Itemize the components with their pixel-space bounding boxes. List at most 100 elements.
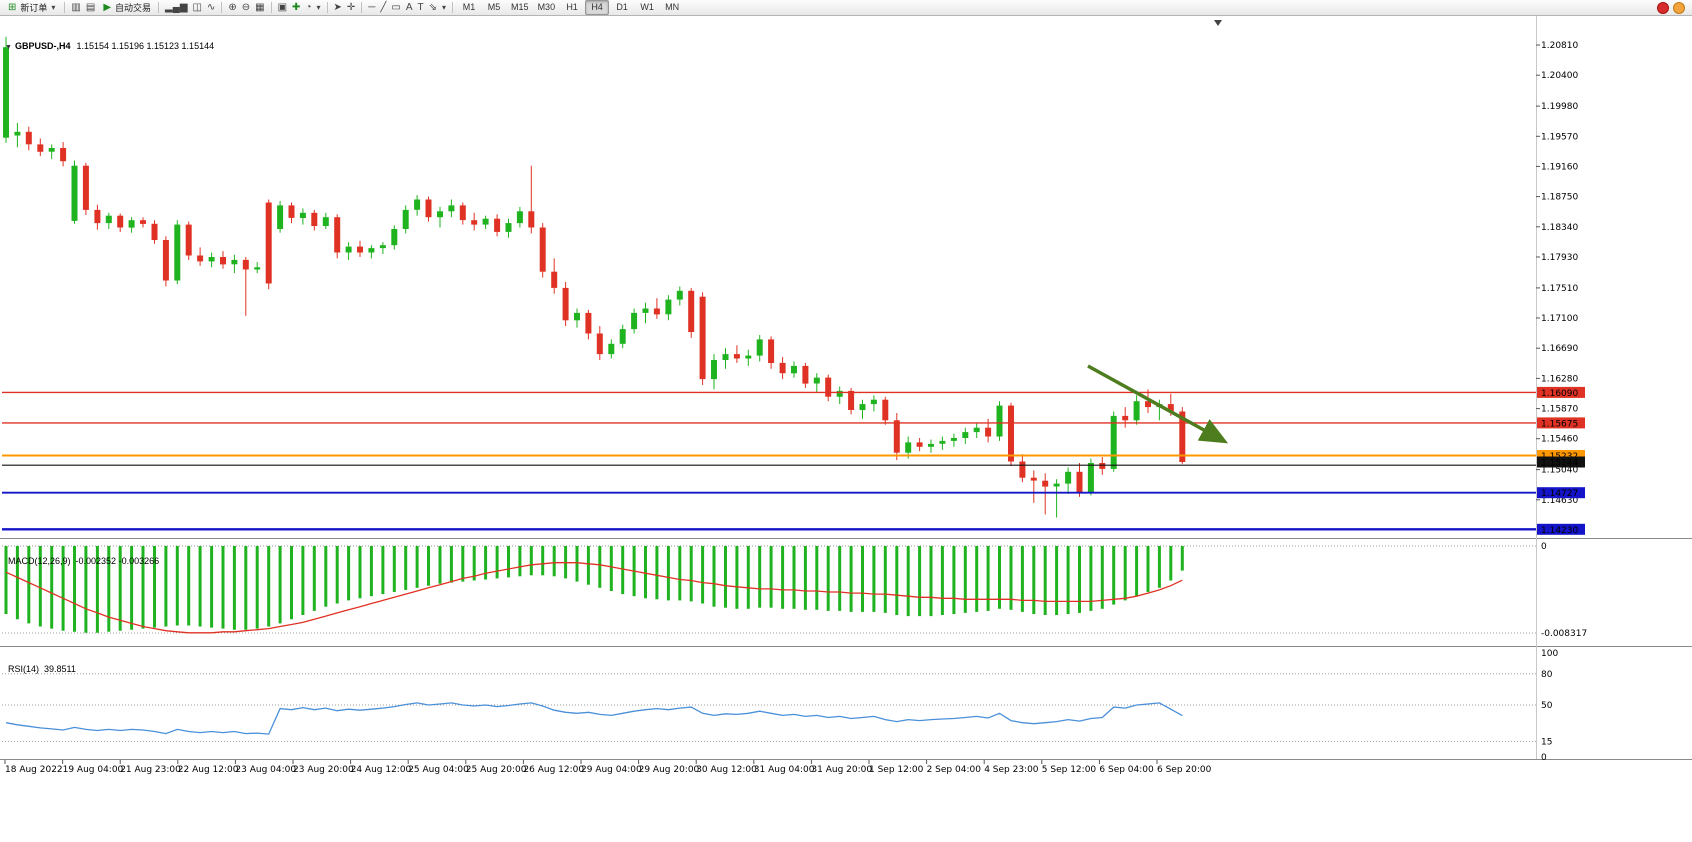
svg-text:30 Aug 12:00: 30 Aug 12:00: [696, 765, 757, 775]
svg-text:6 Sep 20:00: 6 Sep 20:00: [1157, 765, 1212, 775]
chart-shift-marker[interactable]: [1214, 20, 1222, 26]
svg-text:23 Aug 20:00: 23 Aug 20:00: [293, 765, 354, 775]
svg-text:24 Aug 12:00: 24 Aug 12:00: [351, 765, 412, 775]
svg-text:100: 100: [1541, 649, 1558, 659]
arrange-windows-icon[interactable]: ▣: [277, 1, 288, 13]
timeframe-mn-button[interactable]: MN: [665, 2, 680, 12]
toolbar-separator: [452, 2, 454, 13]
svg-text:5 Sep 12:00: 5 Sep 12:00: [1042, 765, 1097, 775]
arrows-tool-icon[interactable]: ⇘: [428, 1, 438, 13]
price-level-label: [1537, 386, 1585, 398]
toolbar-separator: [64, 2, 66, 13]
svg-text:1.20810: 1.20810: [1541, 41, 1578, 51]
timeframe-w1-button[interactable]: W1: [640, 2, 654, 12]
toolbar-separator: [270, 2, 272, 13]
price-level-label: [1537, 523, 1585, 535]
text-tool-icon[interactable]: A: [405, 1, 413, 13]
svg-text:31 Aug 04:00: 31 Aug 04:00: [754, 765, 815, 775]
toolbar-separator: [158, 2, 160, 13]
svg-text:1.17930: 1.17930: [1541, 253, 1578, 263]
rsi-layer: 100 80 50 15 0: [2, 649, 1558, 763]
svg-text:1 Sep 12:00: 1 Sep 12:00: [869, 765, 924, 775]
macd-signal-line: [5, 562, 1183, 634]
svg-text:1.18340: 1.18340: [1541, 223, 1578, 233]
toolb​ar-separator: [221, 2, 223, 13]
chart-window: 1.20810 1.20400 1.19980 1.19570 1.19160 1.187…: [0, 16, 1692, 842]
tile-windows-icon[interactable]: ▦: [255, 1, 265, 13]
profiles-icon[interactable]: ▤: [85, 1, 96, 13]
period-clock-icon[interactable]: ◔: [305, 1, 312, 13]
svg-text:1.15675: 1.15675: [1541, 419, 1578, 429]
add-indicator-icon[interactable]: ✚: [292, 1, 301, 13]
svg-text:80: 80: [1541, 670, 1553, 680]
panel-separators[interactable]: [0, 538, 1692, 760]
crosshair-icon[interactable]: ✛: [346, 1, 356, 13]
svg-text:1.14727: 1.14727: [1541, 489, 1578, 499]
trendline-tool-icon[interactable]: ╱: [380, 1, 387, 13]
svg-text:0: 0: [1541, 542, 1547, 552]
svg-text:1.14630: 1.14630: [1541, 496, 1578, 506]
label-tool-icon[interactable]: T: [417, 1, 424, 13]
price-level-label: [1537, 417, 1585, 429]
svg-text:50: 50: [1541, 701, 1553, 711]
svg-text:1.14230: 1.14230: [1541, 526, 1578, 536]
cursor-icon[interactable]: ➤: [333, 1, 342, 13]
zoom-out-icon[interactable]: ⊖: [241, 1, 251, 13]
svg-text:25 Aug 04:00: 25 Aug 04:00: [408, 765, 469, 775]
timeframe-m5-button[interactable]: M5: [487, 2, 501, 12]
play-icon: ▶: [103, 1, 112, 13]
main-toolbar: ⊞ 新订单 ▾ ▥ ▤ ▶ 自动交易 ▂▄▆ ◫ ∿ ⊕ ⊖ ▦ ▣ ✚ ◔ ▾…: [0, 0, 1692, 16]
candlestick-chart-icon[interactable]: ◫: [192, 1, 202, 13]
svg-text:1.16690: 1.16690: [1541, 344, 1578, 354]
charts-icon[interactable]: ▥: [71, 1, 81, 13]
timeframe-h4-button[interactable]: H4: [585, 0, 610, 15]
svg-text:1.20400: 1.20400: [1541, 71, 1578, 81]
svg-text:19 Aug 04:00: 19 Aug 04:00: [63, 765, 124, 775]
svg-text:6 Sep 04:00: 6 Sep 04:00: [1099, 765, 1154, 775]
auto-trading-label: 自动交易: [115, 3, 152, 13]
svg-text:1.19570: 1.19570: [1541, 132, 1578, 142]
chart-canvas[interactable]: 1.20810 1.20400 1.19980 1.19570 1.19160 1.187…: [0, 16, 1692, 842]
toolbar-separator: [361, 2, 363, 13]
svg-text:1.15460: 1.15460: [1541, 435, 1578, 445]
new-order-icon: ⊞: [8, 1, 17, 13]
svg-text:1.16280: 1.16280: [1541, 374, 1578, 384]
svg-text:4 Sep 23:00: 4 Sep 23:00: [984, 765, 1039, 775]
svg-text:0: 0: [1541, 753, 1547, 763]
timeframe-d1-button[interactable]: D1: [616, 2, 628, 12]
price-level-label: [1537, 456, 1585, 468]
alert-red-icon[interactable]: [1657, 1, 1669, 14]
timeframe-m1-button[interactable]: M1: [462, 2, 476, 12]
alert-orange-icon[interactable]: [1673, 1, 1685, 14]
svg-text:22 Aug 12:00: 22 Aug 12:00: [178, 765, 239, 775]
zoom-in-icon[interactable]: ⊕: [228, 1, 237, 13]
price-level-label: [1537, 450, 1585, 461]
new-order-button[interactable]: ⊞ 新订单 ▾: [3, 1, 60, 15]
svg-text:1.19980: 1.19980: [1541, 102, 1578, 112]
timeframe-m30-button[interactable]: M30: [537, 2, 556, 12]
svg-text:-0.008317: -0.008317: [1541, 629, 1587, 639]
timeframe-m15-button[interactable]: M15: [511, 2, 529, 12]
svg-text:29 Aug 04:00: 29 Aug 04:00: [581, 765, 642, 775]
chevron-down-icon[interactable]: ▾: [316, 2, 321, 12]
svg-text:1.17510: 1.17510: [1541, 284, 1578, 294]
trend-arrow[interactable]: [1087, 364, 1229, 444]
svg-text:23 Aug 04:00: 23 Aug 04:00: [235, 765, 296, 775]
timeframe-h1-button[interactable]: H1: [566, 2, 578, 12]
annotation-layer[interactable]: [1087, 364, 1229, 444]
chevron-down-icon: ▾: [51, 2, 56, 12]
toolbar-right-icons: [1657, 1, 1689, 14]
line-chart-icon[interactable]: ∿: [206, 1, 216, 13]
price-levels-layer[interactable]: [2, 391, 1536, 531]
toolbar-separator: [326, 2, 328, 13]
svg-text:31 Aug 20:00: 31 Aug 20:00: [811, 765, 872, 775]
shapes-tool-icon[interactable]: ▭: [391, 1, 401, 13]
svg-text:26 Aug 12:00: 26 Aug 12:00: [523, 765, 584, 775]
horizontal-line-tool-icon[interactable]: ─: [368, 1, 376, 13]
svg-text:2 Sep 04:00: 2 Sep 04:00: [927, 765, 982, 775]
auto-trading-button[interactable]: ▶ 自动交易: [98, 1, 154, 15]
price-level-label: [1537, 487, 1585, 499]
bar-chart-icon[interactable]: ▂▄▆: [165, 1, 188, 13]
rsi-line: [5, 702, 1183, 735]
chevron-down-icon[interactable]: ▾: [442, 2, 447, 12]
